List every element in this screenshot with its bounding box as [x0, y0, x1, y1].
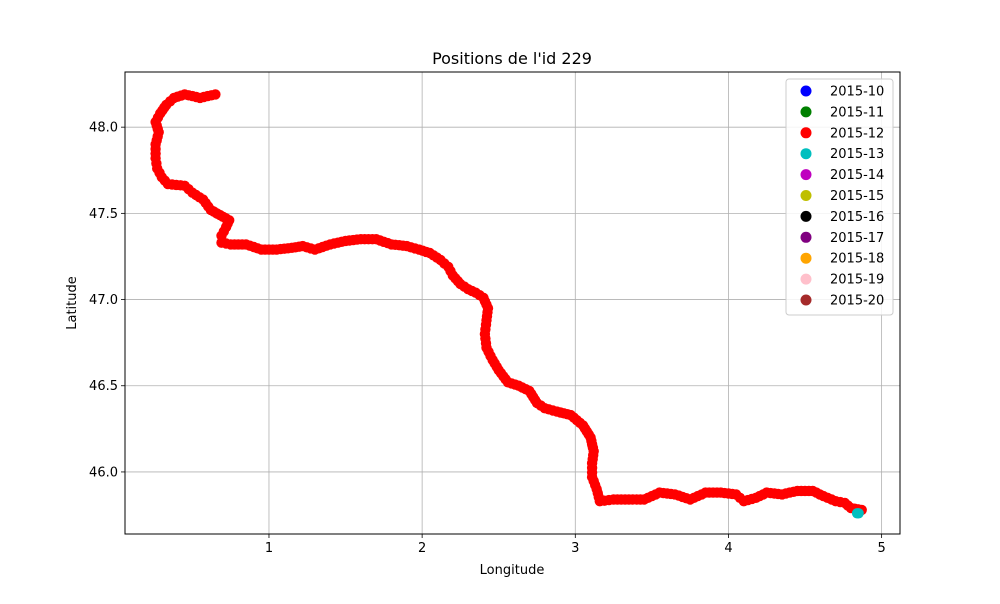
- plot-frame: [124, 71, 901, 535]
- legend-entry: 2015-16: [800, 210, 884, 225]
- legend-label: 2015-18: [830, 252, 884, 267]
- y-tick-label: 46.5: [89, 379, 118, 394]
- legend-label: 2015-20: [830, 294, 884, 309]
- series-2015-12: [150, 89, 867, 516]
- legend-marker: [800, 169, 812, 181]
- legend-label: 2015-13: [830, 147, 884, 162]
- legend-marker: [800, 190, 812, 201]
- y-tick-label: 47.5: [89, 207, 118, 222]
- legend-entry: 2015-10: [800, 85, 884, 100]
- legend-marker: [800, 252, 812, 264]
- legend-marker: [800, 127, 812, 139]
- legend-marker: [800, 148, 812, 160]
- legend-entry: 2015-20: [800, 294, 884, 309]
- legend-label: 2015-10: [830, 85, 884, 100]
- legend-label: 2015-15: [830, 189, 884, 204]
- y-tick-label: 48.0: [89, 121, 118, 136]
- legend-entry: 2015-12: [800, 126, 884, 141]
- y-axis-label: Latitude: [65, 276, 80, 330]
- x-tick-label: 1: [265, 541, 273, 556]
- legend-label: 2015-17: [830, 231, 884, 246]
- x-tick-label: 5: [877, 541, 885, 556]
- chart-title: Positions de l'id 229: [432, 49, 592, 68]
- x-tick-label: 4: [724, 541, 732, 556]
- legend: 2015-10 2015-11 2015-12 2015-13 2015-14 2015-…: [785, 78, 894, 316]
- legend-entry: 2015-13: [800, 147, 884, 162]
- legend-marker: [800, 85, 812, 97]
- grid: [125, 72, 900, 534]
- x-axis-label: Longitude: [480, 563, 545, 578]
- x-tick-label: 3: [571, 541, 579, 556]
- legend-label: 2015-16: [830, 210, 884, 225]
- legend-marker: [800, 294, 812, 306]
- legend-entry: 2015-11: [800, 105, 884, 120]
- data-point: [853, 508, 864, 519]
- legend-marker: [800, 210, 812, 222]
- y-tick-label: 47.0: [89, 293, 118, 308]
- legend-label: 2015-11: [830, 105, 884, 120]
- legend-box: [785, 78, 894, 316]
- legend-entry: 2015-19: [800, 273, 884, 288]
- x-tick-label: 2: [418, 541, 426, 556]
- x-axis-ticks: 1 2 3 4 5: [265, 534, 886, 556]
- y-axis-ticks: 46.0 46.5 47.0 47.5 48.0: [89, 121, 125, 480]
- legend-marker: [800, 273, 812, 285]
- legend-entry: 2015-18: [800, 252, 884, 267]
- legend-marker: [800, 106, 812, 118]
- data-points: [150, 89, 867, 519]
- legend-entry: 2015-17: [800, 231, 884, 246]
- legend-entry: 2015-15: [800, 189, 884, 204]
- legend-label: 2015-19: [830, 273, 884, 288]
- series-2015-13: [851, 508, 864, 519]
- y-tick-label: 46.0: [89, 465, 118, 480]
- legend-entry: 2015-14: [800, 168, 884, 183]
- legend-label: 2015-12: [830, 126, 884, 141]
- legend-label: 2015-14: [830, 168, 884, 183]
- legend-marker: [800, 231, 812, 243]
